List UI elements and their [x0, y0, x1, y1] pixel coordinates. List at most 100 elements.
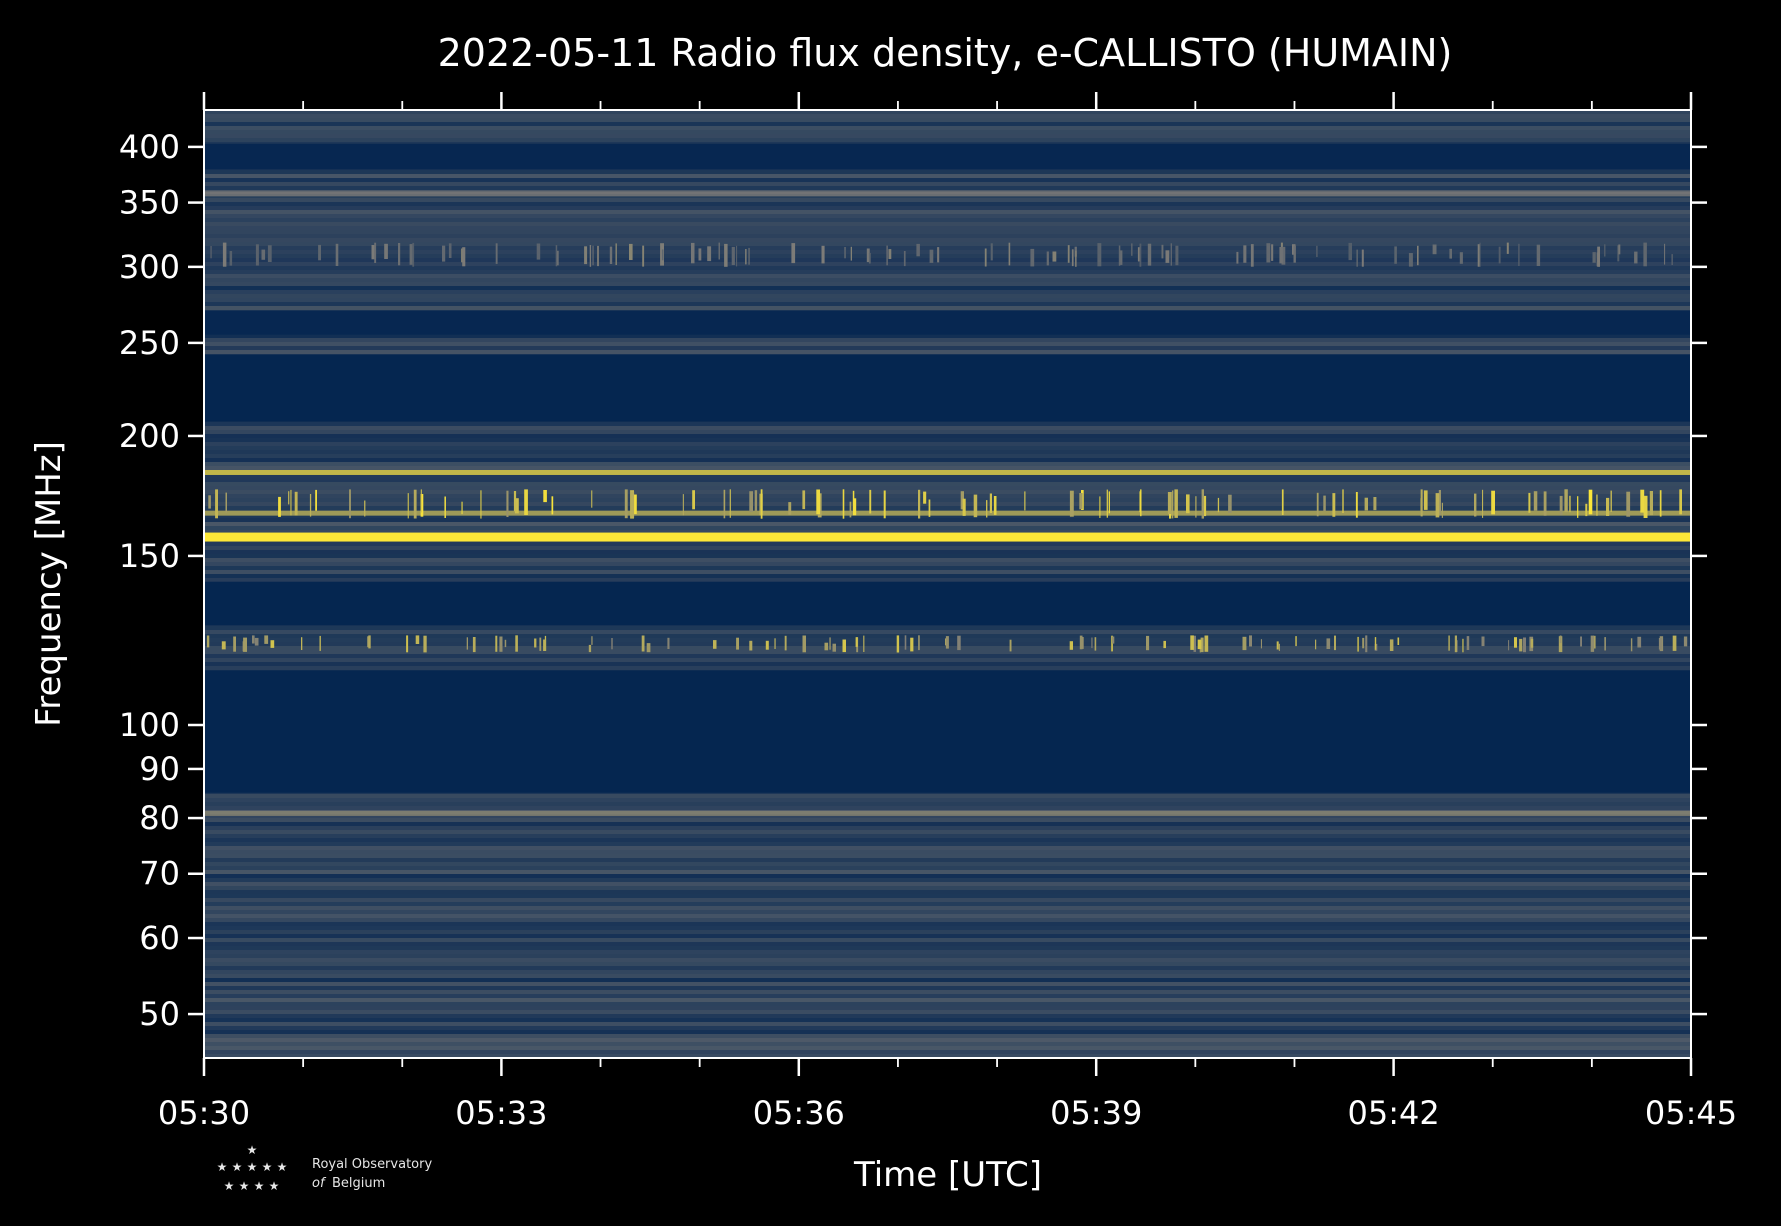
channel-row [204, 262, 1691, 266]
burst-mark [832, 643, 836, 652]
burst-mark [1432, 244, 1437, 255]
burst-mark [472, 637, 476, 653]
channel-row [204, 1006, 1691, 1010]
channel-row [204, 214, 1691, 218]
burst-mark [1293, 245, 1296, 263]
burst-mark [543, 490, 547, 503]
burst-mark [315, 489, 317, 511]
burst-mark [749, 640, 753, 651]
burst-mark [869, 489, 872, 514]
star-icon: ★ [217, 1160, 228, 1174]
channel-row [204, 930, 1691, 934]
filtered-band [204, 143, 1691, 170]
burst-mark [1323, 495, 1326, 512]
channel-row [204, 234, 1691, 238]
burst-mark [536, 243, 541, 260]
burst-mark [1559, 635, 1562, 644]
burst-mark [1326, 638, 1331, 649]
channel-row [204, 798, 1691, 802]
burst-mark [1474, 493, 1477, 517]
channel-row [204, 506, 1691, 510]
burst-mark [698, 248, 702, 261]
burst-mark [406, 635, 409, 653]
channel-row [204, 898, 1691, 902]
burst-mark [407, 493, 409, 519]
channel-row [204, 458, 1691, 462]
burst-mark [1193, 635, 1196, 652]
burst-mark [788, 502, 792, 515]
burst-mark [448, 243, 452, 258]
burst-mark [1260, 639, 1262, 649]
burst-mark [588, 644, 592, 653]
burst-mark [945, 636, 949, 649]
burst-mark [514, 498, 519, 514]
burst-mark [986, 500, 988, 518]
channel-row [204, 178, 1691, 182]
burst-mark [423, 635, 427, 653]
burst-mark [1167, 492, 1172, 514]
burst-mark [222, 242, 227, 267]
channel-row [204, 1054, 1691, 1058]
burst-mark [1030, 248, 1035, 267]
channel-row [204, 298, 1691, 302]
channel-row [204, 250, 1691, 254]
burst-mark [1195, 496, 1197, 518]
channel-row [204, 118, 1691, 122]
burst-mark [1170, 243, 1172, 266]
logo-line2-belgium: Belgium [332, 1176, 385, 1191]
burst-mark [1175, 245, 1179, 266]
burst-mark [1630, 638, 1633, 652]
channel-row [204, 290, 1691, 294]
burst-mark [1506, 242, 1509, 254]
burst-mark [990, 243, 993, 261]
burst-mark [816, 489, 820, 515]
burst-mark [736, 245, 738, 267]
burst-mark [1606, 497, 1610, 516]
burst-mark [210, 246, 212, 259]
channel-row [204, 486, 1691, 490]
channel-row [204, 230, 1691, 234]
burst-mark [691, 242, 695, 264]
burst-mark [1481, 636, 1485, 647]
y-tick-label: 150 [119, 537, 180, 575]
channel-row [204, 874, 1691, 878]
x-axis-label: Time [UTC] [853, 1155, 1042, 1195]
burst-mark [592, 245, 594, 266]
burst-mark [1580, 636, 1582, 647]
channel-row [204, 266, 1691, 270]
burst-mark [1482, 489, 1484, 518]
burst-mark [1423, 490, 1428, 510]
burst-mark [278, 496, 281, 517]
burst-mark [1348, 242, 1352, 261]
channel-row [204, 914, 1691, 918]
burst-mark [642, 245, 645, 267]
burst-mark [1519, 638, 1523, 652]
burst-mark [1203, 495, 1207, 517]
burst-mark [923, 491, 927, 504]
y-tick-label: 70 [139, 855, 180, 893]
burst-mark [713, 640, 717, 649]
channel-row [204, 666, 1691, 670]
channel-row [204, 826, 1691, 830]
burst-mark [849, 501, 852, 518]
burst-mark [1558, 636, 1563, 653]
burst-mark [551, 496, 554, 515]
burst-mark [989, 493, 992, 513]
burst-mark [1435, 493, 1440, 518]
channel-row [204, 658, 1691, 662]
burst-mark [1634, 251, 1638, 264]
burst-mark [1106, 489, 1108, 518]
burst-mark [842, 489, 845, 519]
channel-row [204, 978, 1691, 982]
burst-mark [1420, 489, 1423, 517]
burst-mark [1271, 244, 1274, 261]
channel-row [204, 242, 1691, 246]
channel-row [204, 886, 1691, 890]
channel-row [204, 922, 1691, 926]
burst-mark [1276, 641, 1279, 650]
burst-mark [413, 489, 417, 519]
burst-mark [1250, 244, 1254, 267]
burst-mark [1356, 249, 1358, 267]
burst-mark [1204, 635, 1209, 652]
